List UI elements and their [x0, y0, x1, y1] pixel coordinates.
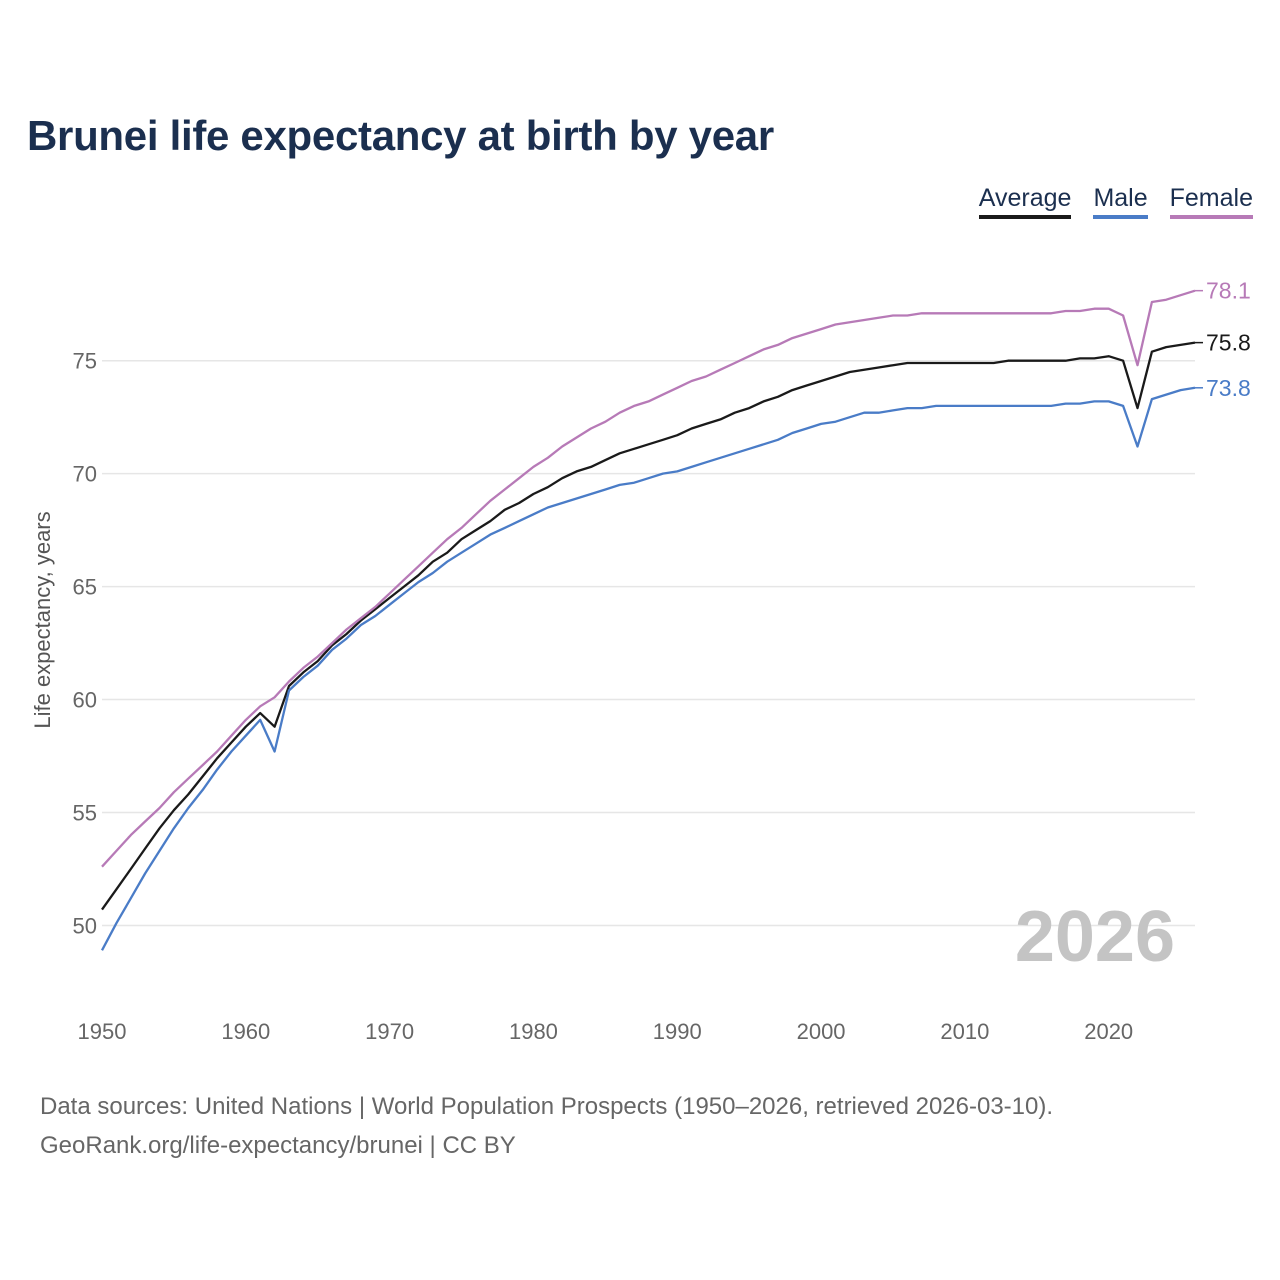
legend: Average Male Female: [978, 184, 1253, 219]
series-line-average: [101, 341, 1196, 911]
y-axis-label: Life expectancy, years: [30, 511, 55, 728]
y-tick-label: 75: [73, 349, 97, 374]
x-tick-label: 1950: [78, 1019, 127, 1044]
x-tick-label: 1970: [365, 1019, 414, 1044]
y-tick-label: 70: [73, 462, 97, 487]
y-tick-label: 55: [73, 801, 97, 826]
legend-average[interactable]: Average: [978, 184, 1072, 219]
data-source-note: Data sources: United Nations | World Pop…: [40, 1093, 1054, 1120]
source-link[interactable]: GeoRank.org/life-expectancy/brunei | CC …: [40, 1132, 516, 1159]
chart-title: Brunei life expectancy at birth by year: [27, 112, 774, 159]
series-line-female: [101, 289, 1196, 868]
x-tick-label: 2000: [797, 1019, 846, 1044]
legend-female[interactable]: Female: [1169, 184, 1253, 219]
series-line-male: [100, 386, 1196, 951]
x-tick-label: 1990: [653, 1019, 702, 1044]
end-label-female: 78.1: [1206, 278, 1251, 304]
x-tick-label: 1960: [221, 1019, 270, 1044]
legend-male[interactable]: Male: [1093, 184, 1148, 219]
x-tick-label: 2010: [940, 1019, 989, 1044]
y-tick-label: 60: [73, 688, 97, 713]
end-label-male: 73.8: [1206, 375, 1251, 401]
x-tick-label: 2020: [1084, 1019, 1133, 1044]
footer: Data sources: United Nations | World Pop…: [40, 1087, 1053, 1165]
x-tick-label: 1980: [509, 1019, 558, 1044]
y-tick-label: 65: [73, 575, 97, 600]
y-tick-label: 50: [73, 913, 97, 938]
year-watermark: 2026: [1015, 897, 1175, 977]
end-label-average: 75.8: [1206, 330, 1251, 356]
